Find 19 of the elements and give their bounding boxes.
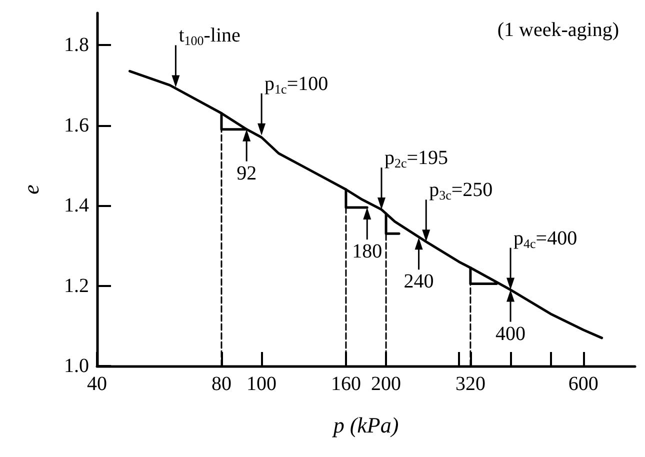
y-tick-label: 1.2: [64, 274, 89, 297]
x-tick-label: 600: [568, 373, 598, 395]
x-tick-label: 320: [455, 373, 486, 395]
y-tick-label: 1.0: [64, 355, 89, 377]
x-tick-label: 100: [246, 373, 277, 395]
y-tick-label: 1.6: [64, 114, 89, 136]
annotation: 240: [404, 270, 434, 293]
annotation: 400: [496, 322, 526, 345]
x-tick-label: 80: [211, 373, 232, 395]
x-axis-title: p (kPa): [331, 412, 399, 438]
x-tick-label: 160: [330, 373, 361, 395]
y-tick-label: 1.8: [64, 34, 89, 56]
annotation: 180: [352, 240, 382, 263]
annotation: 92: [236, 162, 257, 184]
x-tick-label: 200: [371, 373, 402, 395]
y-tick-label: 1.4: [64, 194, 89, 217]
y-axis-title: e: [18, 184, 44, 194]
x-tick-label: 40: [87, 373, 107, 395]
annotation: (1 week-aging): [497, 19, 620, 41]
